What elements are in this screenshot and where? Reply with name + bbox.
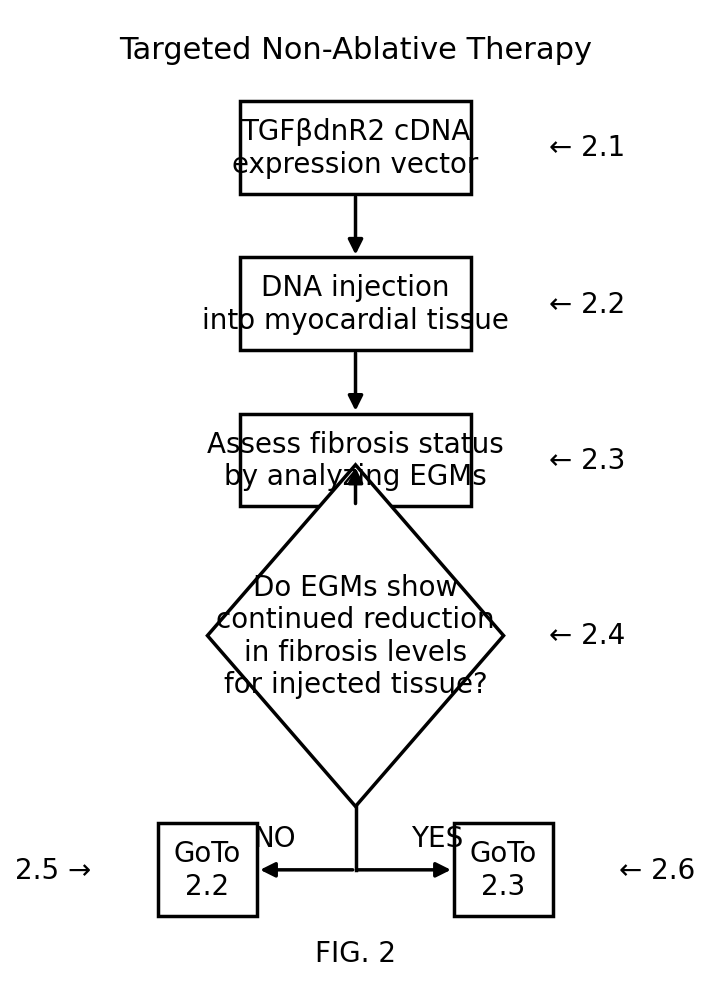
FancyBboxPatch shape (240, 258, 471, 351)
Text: Do EGMs show
continued reduction
in fibrosis levels
for injected tissue?: Do EGMs show continued reduction in fibr… (216, 574, 495, 698)
Text: ← 2.3: ← 2.3 (549, 446, 625, 475)
FancyBboxPatch shape (158, 824, 257, 916)
FancyBboxPatch shape (240, 102, 471, 195)
Text: ← 2.6: ← 2.6 (619, 855, 695, 884)
Text: TGFβdnR2 cDNA
expression vector: TGFβdnR2 cDNA expression vector (232, 118, 479, 178)
Text: YES: YES (411, 825, 463, 853)
Text: 2.5 →: 2.5 → (16, 855, 92, 884)
Text: ← 2.4: ← 2.4 (549, 622, 625, 650)
Text: GoTo
2.3: GoTo 2.3 (470, 840, 538, 900)
Text: ← 2.1: ← 2.1 (549, 135, 625, 162)
Text: ← 2.2: ← 2.2 (549, 291, 625, 318)
Text: DNA injection
into myocardial tissue: DNA injection into myocardial tissue (202, 274, 509, 334)
Text: FIG. 2: FIG. 2 (315, 939, 396, 967)
Text: Targeted Non-Ablative Therapy: Targeted Non-Ablative Therapy (119, 37, 592, 65)
FancyBboxPatch shape (454, 824, 553, 916)
Text: NO: NO (253, 825, 296, 853)
Text: GoTo
2.2: GoTo 2.2 (173, 840, 241, 900)
Polygon shape (208, 465, 503, 807)
Text: Assess fibrosis status
by analyzing EGMs: Assess fibrosis status by analyzing EGMs (207, 430, 504, 491)
FancyBboxPatch shape (240, 414, 471, 506)
